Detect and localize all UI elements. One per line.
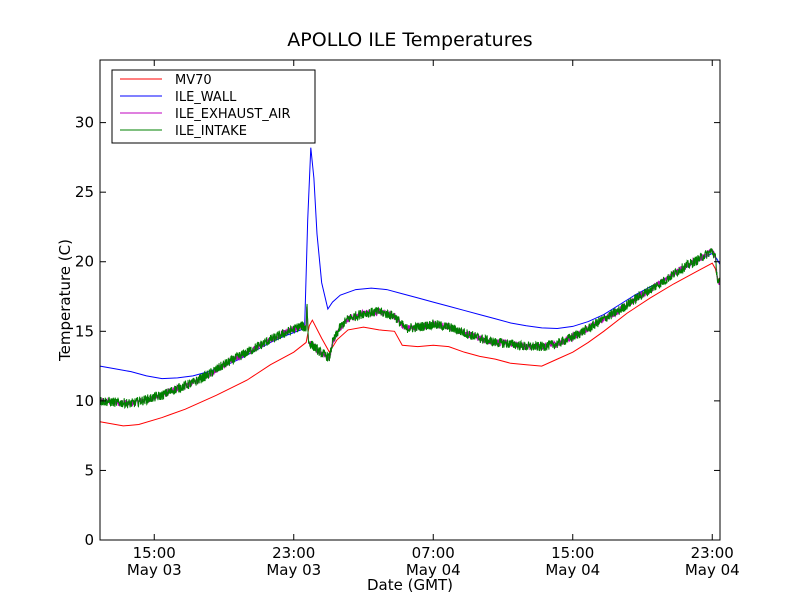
y-tick-label: 10 [75, 392, 94, 410]
series-line-ile-intake [99, 248, 721, 409]
legend-box [111, 69, 316, 144]
plot-frame [99, 59, 721, 541]
x-tick-label-date: May 04 [406, 561, 461, 579]
legend: MV70 ILE_WALL ILE_EXHAUST_AIR ILE_INTAKE [111, 69, 316, 144]
y-tick-label: 30 [75, 114, 94, 132]
y-tick-label: 15 [75, 322, 94, 340]
x-tick-label-date: May 03 [127, 561, 182, 579]
legend-label: ILE_INTAKE [175, 124, 247, 139]
series-line-mv70 [99, 262, 721, 427]
x-tick-label-time: 07:00 [412, 544, 455, 562]
x-tick-label-date: May 04 [685, 561, 740, 579]
y-axis-ticks: 0 5 10 15 20 25 30 [75, 114, 720, 549]
x-tick-label-date: May 04 [545, 561, 600, 579]
y-tick-label: 20 [75, 253, 94, 271]
y-tick-label: 25 [75, 183, 94, 201]
x-axis-label: Date (GMT) [367, 576, 453, 594]
y-tick-label: 0 [84, 531, 94, 549]
y-axis-label: Temperature (C) [56, 239, 74, 362]
legend-label: MV70 [175, 73, 212, 88]
x-tick-label-time: 15:00 [133, 544, 176, 562]
legend-label: ILE_EXHAUST_AIR [175, 107, 291, 122]
x-tick-label-date: May 03 [266, 561, 321, 579]
y-tick-label: 5 [84, 461, 94, 479]
chart-title: APOLLO ILE Temperatures [287, 29, 532, 51]
series-line-ile-wall [99, 147, 721, 380]
plot-lines [99, 147, 721, 427]
x-tick-label-time: 23:00 [691, 544, 734, 562]
x-tick-label-time: 23:00 [272, 544, 315, 562]
legend-label: ILE_WALL [175, 90, 237, 105]
x-tick-label-time: 15:00 [551, 544, 594, 562]
